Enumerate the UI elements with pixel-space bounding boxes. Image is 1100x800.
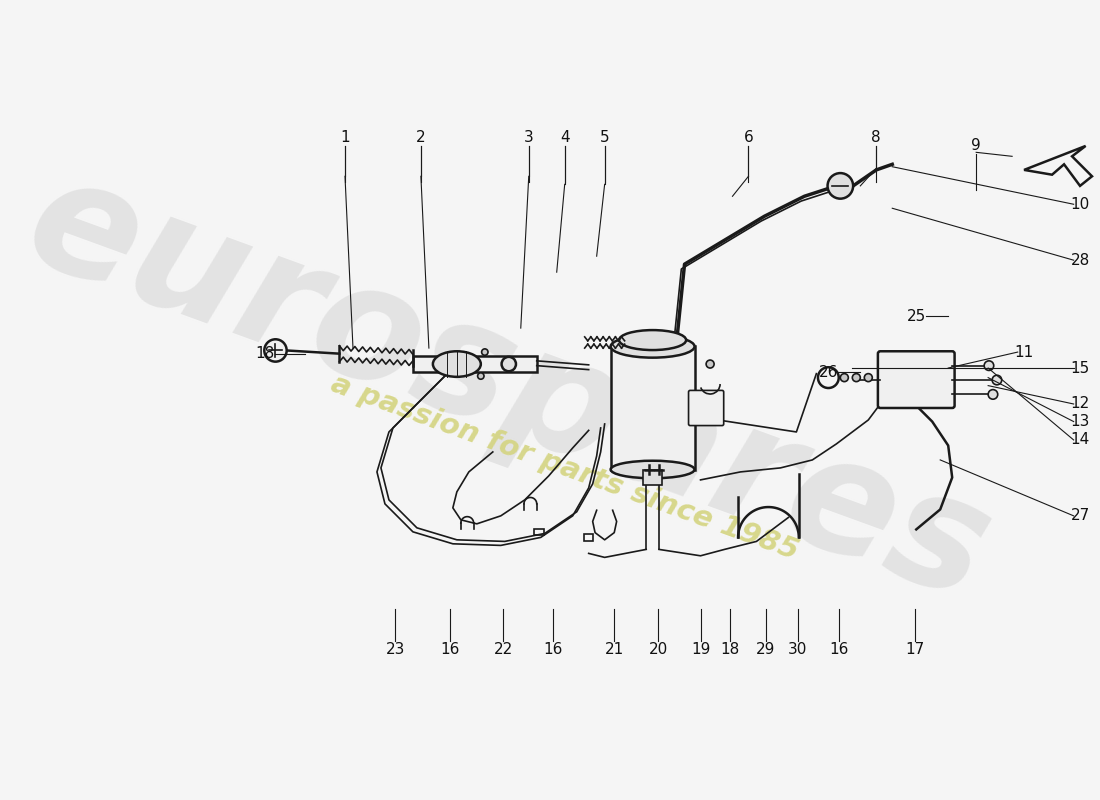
Text: 12: 12: [1070, 397, 1090, 411]
FancyBboxPatch shape: [689, 390, 724, 426]
Text: 25: 25: [906, 309, 926, 324]
Ellipse shape: [433, 351, 481, 377]
Text: 17: 17: [905, 642, 924, 657]
Bar: [644, 470, 662, 486]
Text: 22: 22: [494, 642, 513, 657]
Circle shape: [482, 349, 488, 355]
Text: 11: 11: [1014, 345, 1034, 359]
Bar: [412, 356, 537, 372]
Circle shape: [852, 374, 860, 382]
Circle shape: [992, 375, 1002, 385]
Circle shape: [865, 374, 872, 382]
Text: 23: 23: [386, 642, 405, 657]
Text: 14: 14: [1070, 433, 1090, 447]
Ellipse shape: [619, 330, 686, 350]
Text: 2: 2: [416, 130, 426, 146]
Circle shape: [840, 374, 848, 382]
Text: a passion for parts since 1985: a passion for parts since 1985: [327, 370, 802, 566]
Text: 6: 6: [744, 130, 754, 146]
Text: 21: 21: [605, 642, 624, 657]
Bar: [535, 529, 543, 535]
Text: 8: 8: [871, 130, 881, 146]
Text: 15: 15: [1070, 361, 1090, 375]
Text: 26: 26: [818, 365, 838, 379]
Text: 9: 9: [971, 138, 981, 154]
Ellipse shape: [610, 461, 694, 478]
Text: 30: 30: [789, 642, 807, 657]
Text: eurospares: eurospares: [8, 142, 1010, 634]
Text: 20: 20: [649, 642, 668, 657]
FancyBboxPatch shape: [878, 351, 955, 408]
Text: 28: 28: [1070, 253, 1090, 268]
Text: 4: 4: [560, 130, 570, 146]
Text: 10: 10: [1070, 197, 1090, 212]
Circle shape: [984, 361, 993, 370]
Circle shape: [477, 373, 484, 379]
Text: 19: 19: [691, 642, 711, 657]
Text: 29: 29: [757, 642, 776, 657]
Text: 16: 16: [829, 642, 848, 657]
Text: 13: 13: [1070, 414, 1090, 429]
Bar: [584, 534, 594, 541]
Circle shape: [264, 339, 287, 362]
Text: 16: 16: [440, 642, 460, 657]
Ellipse shape: [610, 335, 694, 358]
Circle shape: [502, 357, 516, 371]
Circle shape: [827, 173, 854, 198]
Text: 18: 18: [255, 346, 275, 361]
Circle shape: [706, 360, 714, 368]
Text: 1: 1: [340, 130, 350, 146]
Text: 18: 18: [720, 642, 739, 657]
Text: 5: 5: [600, 130, 609, 146]
Circle shape: [988, 390, 998, 399]
Bar: [610, 346, 695, 470]
Text: 27: 27: [1070, 508, 1090, 523]
Text: 16: 16: [543, 642, 562, 657]
Text: 3: 3: [524, 130, 534, 146]
